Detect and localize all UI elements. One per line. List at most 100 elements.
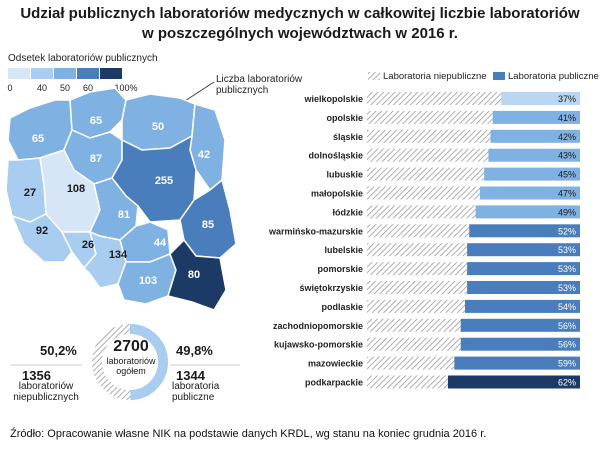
bar-publiczne xyxy=(454,356,580,370)
bar-publiczne xyxy=(467,262,580,276)
map-value-mazowieckie: 255 xyxy=(155,175,173,187)
summary-right-label-1: laboratoria xyxy=(172,381,220,392)
title-line-2: w poszczególnych województwach w 2016 r. xyxy=(142,25,458,42)
bar-value-label: 54% xyxy=(558,302,576,312)
scale-swatch-3 xyxy=(54,68,76,79)
bar-category-label: lubuskie xyxy=(326,170,363,180)
scale-tick-0: 0 xyxy=(7,83,13,93)
bar-value-label: 56% xyxy=(558,340,576,350)
scale-tick-50: 50 xyxy=(59,83,71,93)
map-value-lubuskie: 27 xyxy=(24,187,36,199)
summary-total-label-2: ogółem xyxy=(116,366,146,376)
map-value-pomorskie: 65 xyxy=(90,115,102,127)
summary-donut xyxy=(92,324,168,400)
bar-publiczne xyxy=(490,129,580,143)
scale-swatch-4 xyxy=(77,68,99,79)
bar-publiczne xyxy=(492,110,580,124)
bar-niepubliczne xyxy=(367,318,461,332)
summary-right-pct: 49,8% xyxy=(176,343,213,358)
map-value-lubelskie: 85 xyxy=(202,219,214,231)
map-value-swietokrzyskie: 44 xyxy=(154,237,167,249)
map-labels: 65 65 50 42 87 108 27 255 81 85 92 26 134 44 103 80 xyxy=(24,115,214,287)
bar-niepubliczne xyxy=(367,148,489,162)
bar-niepubliczne xyxy=(367,262,468,276)
scale-swatch-1 xyxy=(8,68,30,79)
summary-left-pct: 50,2% xyxy=(40,343,77,358)
map-value-podlaskie: 42 xyxy=(198,149,210,161)
map-value-zachodniopomorskie: 65 xyxy=(32,133,44,145)
bar-value-label: 47% xyxy=(558,189,576,199)
bar-value-label: 45% xyxy=(558,170,576,180)
bar-value-label: 56% xyxy=(558,321,576,331)
bar-niepubliczne xyxy=(367,375,448,389)
bar-publiczne xyxy=(464,299,580,313)
bar-value-label: 53% xyxy=(558,245,576,255)
bar-publiczne xyxy=(479,186,580,200)
title-line-1: Udział publicznych laboratoriów medyczny… xyxy=(20,5,580,22)
source-note: Źródło: Opracowanie własne NIK na podsta… xyxy=(10,428,487,440)
bar-niepubliczne xyxy=(367,186,480,200)
scale-swatch-2 xyxy=(31,68,53,79)
map-value-dolnoslaskie: 92 xyxy=(36,225,48,237)
donut-center: 2700 laboratoriów ogółem xyxy=(100,338,162,376)
bar-niepubliczne xyxy=(367,337,461,351)
summary-total-label-1: laboratoriów xyxy=(106,356,156,366)
bar-niepubliczne xyxy=(367,281,468,294)
bar-value-label: 59% xyxy=(558,359,576,369)
bar-niepubliczne xyxy=(367,356,455,370)
bar-niepubliczne xyxy=(367,129,491,143)
scale-tick-40: 40 xyxy=(36,83,48,93)
bar-category-label: śląskie xyxy=(333,132,363,142)
bar-niepubliczne xyxy=(367,167,485,181)
bar-category-label: wielkopolskie xyxy=(303,94,363,104)
summary-left-label-1: laboratoriów xyxy=(18,381,74,392)
bar-chart: wielkopolskie 37% opolskie 41% śląskie 42% dol… xyxy=(268,92,580,389)
summary-left-label: laboratoriów niepublicznych xyxy=(6,381,86,403)
bar-niepubliczne xyxy=(367,243,468,257)
bar-category-label: kujawsko-pomorskie xyxy=(274,340,363,350)
bar-publiczne xyxy=(467,243,580,257)
bar-value-label: 53% xyxy=(558,283,576,293)
summary-total: 2700 xyxy=(113,338,149,355)
bar-value-label: 53% xyxy=(558,264,576,274)
bar-publiczne xyxy=(460,337,580,351)
summary-right-label: laboratoria publiczne xyxy=(172,381,232,403)
legend-label-publiczne: Laboratoria publiczne xyxy=(508,71,599,82)
chart-title: Udział publicznych laboratoriów medyczny… xyxy=(0,4,600,44)
bar-niepubliczne xyxy=(367,92,502,105)
bar-publiczne xyxy=(488,148,580,162)
bar-value-label: 41% xyxy=(558,113,576,123)
map-value-slaskie: 134 xyxy=(109,249,128,261)
map-value-lodzkie: 81 xyxy=(118,209,130,221)
legend-swatch-publiczne xyxy=(493,72,505,80)
bar-category-label: zachodniopomorskie xyxy=(273,321,363,331)
map-value-wielkopolskie: 108 xyxy=(67,183,85,195)
bar-value-label: 43% xyxy=(558,151,576,161)
scale-swatch-5 xyxy=(100,68,122,79)
summary-right-label-2: publiczne xyxy=(172,392,215,403)
donut-segment-publiczne xyxy=(129,324,168,400)
bar-value-label: 62% xyxy=(558,378,576,388)
bar-category-label: świętokrzyskie xyxy=(299,283,363,293)
bar-publiczne xyxy=(460,318,580,332)
region-slaskie xyxy=(82,230,127,289)
bar-publiczne xyxy=(467,281,580,294)
bar-category-label: dolnośląskie xyxy=(308,151,363,161)
map-value-warminsko-mazurskie: 50 xyxy=(152,121,164,133)
map-value-kujawsko-pomorskie: 87 xyxy=(90,153,102,165)
bar-niepubliczne xyxy=(367,110,493,124)
bar-publiczne xyxy=(447,375,580,389)
scale-tick-60: 60 xyxy=(82,83,94,93)
bar-publiczne xyxy=(484,167,580,181)
bar-niepubliczne xyxy=(367,224,470,238)
map-value-opolskie: 26 xyxy=(82,239,94,251)
legend-swatch-niepubliczne xyxy=(368,72,380,80)
bar-value-label: 42% xyxy=(558,132,576,142)
bar-category-label: lubelskie xyxy=(324,245,363,255)
bar-niepubliczne xyxy=(367,299,465,313)
legend-label-niepubliczne: Laboratoria niepubliczne xyxy=(383,71,487,82)
summary-right-num: 1344 xyxy=(176,368,205,383)
bar-value-label: 37% xyxy=(558,94,576,104)
bar-category-label: opolskie xyxy=(326,113,363,123)
